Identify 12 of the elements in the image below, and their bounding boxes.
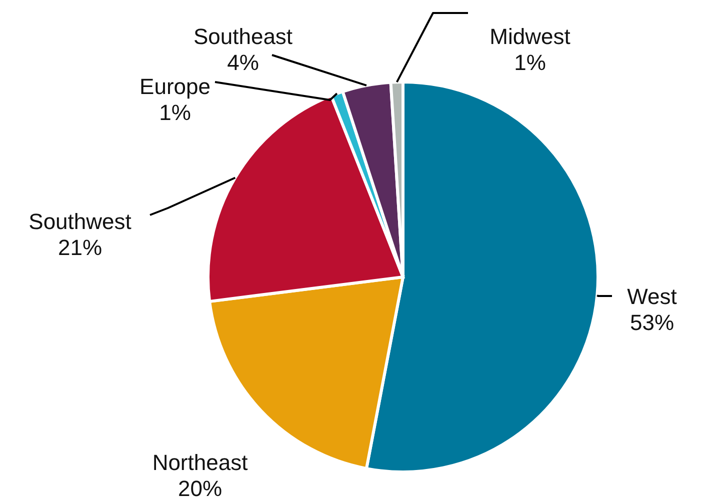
slice-label: Europe: [140, 74, 210, 99]
data-label: 21%: [58, 235, 102, 260]
slice-label: Midwest: [490, 24, 570, 49]
data-label: 53%: [630, 310, 674, 335]
slice-label: West: [627, 284, 677, 309]
data-label: 4%: [227, 50, 259, 75]
data-label: 1%: [514, 50, 546, 75]
data-label: 20%: [178, 476, 222, 500]
slice-label: Southeast: [193, 24, 293, 49]
slice-label: Northeast: [152, 450, 248, 475]
slice-label: Southwest: [28, 209, 132, 234]
data-label: 1%: [159, 100, 191, 125]
